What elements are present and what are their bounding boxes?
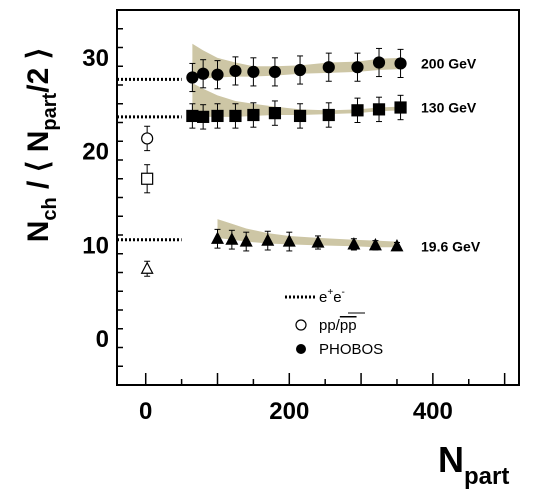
legend-phobos-label: PHOBOS bbox=[319, 341, 383, 358]
systematic-band bbox=[192, 43, 401, 79]
data-point bbox=[351, 61, 364, 74]
systematic-band bbox=[192, 83, 401, 117]
data-point bbox=[322, 108, 335, 122]
y-tick-label: 10 bbox=[82, 232, 109, 259]
y-tick-label: 0 bbox=[96, 326, 109, 353]
data-point bbox=[282, 234, 296, 247]
data-point bbox=[322, 61, 335, 74]
systematic-bands bbox=[192, 43, 401, 248]
systematic-band bbox=[217, 219, 397, 248]
x-axis-title: Npart bbox=[438, 439, 509, 490]
data-point bbox=[197, 110, 210, 123]
y-tick-label: 30 bbox=[82, 45, 109, 72]
energy-label: 130 GeV bbox=[421, 100, 477, 116]
data-point bbox=[351, 104, 364, 117]
data-point bbox=[261, 233, 275, 246]
data-point bbox=[211, 231, 224, 244]
x-title-main: N bbox=[438, 439, 464, 480]
data-point bbox=[229, 64, 242, 78]
data-point bbox=[293, 109, 307, 123]
x-title-sub: part bbox=[464, 463, 509, 490]
data-point bbox=[229, 109, 242, 123]
data-point bbox=[140, 261, 154, 274]
data-point bbox=[186, 109, 199, 123]
y-tick-label: 20 bbox=[82, 139, 109, 166]
data-point bbox=[211, 109, 224, 123]
data-point bbox=[347, 237, 361, 250]
y-title-sub2: part bbox=[39, 92, 61, 130]
data-point bbox=[268, 65, 282, 78]
energy-label: 200 GeV bbox=[421, 55, 477, 71]
y-title-main: N bbox=[22, 221, 55, 243]
x-tick-label: 200 bbox=[269, 398, 309, 425]
data-point bbox=[293, 63, 307, 77]
data-point bbox=[268, 107, 282, 120]
pp-reference-points bbox=[140, 125, 154, 277]
y-axis-title: Nch / ⟨ Npart/2 ⟩ bbox=[22, 48, 61, 243]
data-point bbox=[372, 103, 386, 116]
legend-phobos-marker bbox=[296, 344, 306, 354]
data-point bbox=[211, 68, 224, 81]
data-point bbox=[225, 232, 239, 245]
data-point bbox=[368, 238, 382, 251]
data-point bbox=[394, 57, 407, 70]
data-point bbox=[247, 108, 260, 122]
x-tick-label: 400 bbox=[413, 398, 453, 425]
data-point bbox=[372, 56, 386, 69]
data-point bbox=[141, 132, 154, 145]
energy-label: 19.6 GeV bbox=[421, 238, 481, 254]
energy-labels: 200 GeV 130 GeV 19.6 GeV bbox=[421, 55, 481, 254]
tick-labels: 0 200 400 0 10 20 30 bbox=[82, 45, 453, 425]
phobos-data-points bbox=[186, 47, 407, 252]
y-title-end: /2 ⟩ bbox=[22, 48, 55, 93]
data-point bbox=[186, 71, 199, 84]
data-point bbox=[394, 101, 407, 114]
y-title-mid: / ⟨ N bbox=[22, 131, 55, 198]
y-title-sub: ch bbox=[39, 197, 61, 220]
data-point bbox=[141, 172, 154, 185]
x-tick-label: 0 bbox=[139, 398, 152, 425]
data-point bbox=[247, 65, 260, 78]
axis-ticks bbox=[117, 9, 506, 386]
legend-ee-label: e+e- bbox=[319, 287, 345, 306]
data-point bbox=[239, 234, 253, 247]
legend-pp-label: pp/pp bbox=[319, 317, 357, 334]
ee-reference-lines bbox=[117, 77, 182, 242]
data-point bbox=[311, 235, 325, 248]
legend: e+e- pp/pp PHOBOS bbox=[285, 287, 383, 358]
data-point bbox=[390, 238, 404, 252]
data-point bbox=[197, 67, 210, 80]
legend-pp-marker bbox=[295, 319, 307, 331]
